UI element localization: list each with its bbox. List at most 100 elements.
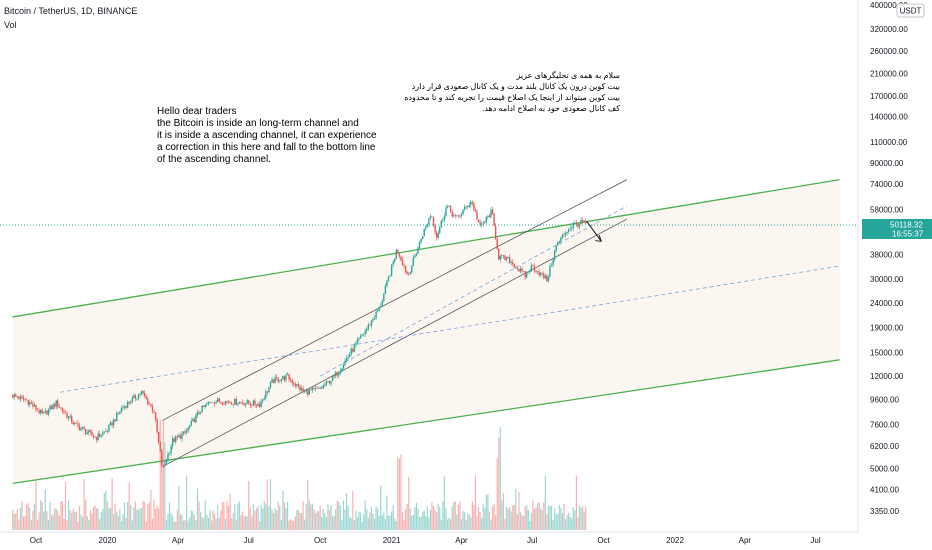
volume-bar (38, 512, 40, 530)
volume-bar (151, 518, 154, 530)
candle-body (30, 402, 33, 404)
candle-body (98, 433, 101, 437)
volume-bar (131, 520, 133, 530)
candle-body (229, 402, 231, 404)
candle-body (182, 431, 185, 434)
volume-bar (347, 506, 349, 530)
volume-bar (373, 518, 376, 530)
volume-bar (71, 513, 73, 530)
volume-bar (130, 505, 132, 530)
candle-body (21, 396, 23, 398)
candle-body (216, 398, 219, 402)
volume-bar (190, 510, 192, 530)
candle-body (257, 403, 259, 406)
volume-bar (470, 517, 472, 530)
candles (12, 199, 587, 469)
volume-bar (327, 504, 329, 530)
candle-body (549, 265, 551, 277)
volume-bar (406, 504, 408, 530)
volume-bar (459, 501, 461, 530)
price-tick-label: 400000.00 (870, 1, 908, 10)
candle-body (265, 391, 267, 399)
volume-bar (32, 511, 34, 530)
volume-bar (164, 442, 166, 530)
candle-body (370, 320, 373, 326)
volume-bar (495, 515, 497, 530)
volume-bar (279, 506, 281, 530)
volume-bar (206, 514, 208, 530)
volume-bar (300, 512, 303, 530)
candle-body (401, 259, 404, 266)
volume-bar (46, 511, 48, 530)
candle-body (285, 375, 287, 381)
candle-body (339, 370, 342, 373)
candle-body (119, 411, 121, 414)
candle-body (431, 216, 433, 217)
candle-body (493, 213, 495, 226)
candle-body (33, 405, 36, 407)
currency-badge-text: USDT (900, 7, 922, 16)
candle-body (125, 406, 127, 408)
symbol-title[interactable]: Bitcoin / TetherUS, 1D, BINANCE (4, 6, 138, 16)
candle-body (175, 436, 177, 442)
volume-bar (144, 501, 146, 530)
candle-body (204, 404, 206, 408)
candle-body (16, 396, 19, 398)
volume-bar (487, 494, 489, 530)
candle-body (181, 433, 183, 439)
candle-body (161, 451, 163, 466)
persian-annotation[interactable]: سلام به همه ی تحلیگرهای عزیز بیت کوین در… (370, 70, 620, 114)
dashed-line-lower-line (60, 265, 840, 393)
volume-bar (186, 475, 188, 530)
volume-bar (22, 516, 25, 530)
volume-bar (127, 501, 129, 530)
candle-body (151, 406, 154, 412)
volume-bar (401, 512, 404, 530)
volume-bar (498, 437, 500, 530)
candle-body (67, 416, 70, 418)
english-annotation[interactable]: Hello dear traders the Bitcoin is inside… (157, 106, 407, 166)
volume-bar (229, 494, 231, 530)
volume-bar (179, 514, 182, 530)
volume-indicator-label[interactable]: Vol (4, 20, 17, 30)
candle-body (515, 267, 517, 269)
candle-body (75, 422, 78, 424)
volume-bar (35, 480, 37, 530)
candle-body (32, 403, 34, 407)
candle-body (173, 438, 175, 442)
volume-bar (471, 501, 473, 530)
volume-bar (364, 500, 366, 530)
candle-body (411, 265, 413, 273)
volume-bar (547, 505, 550, 530)
candle-body (279, 380, 281, 382)
candle-body (86, 432, 88, 434)
volume-bar (182, 520, 185, 530)
volume-bar (311, 503, 314, 530)
volume-bar (100, 511, 102, 530)
volume-bar (366, 509, 368, 530)
candle-body (147, 398, 149, 405)
candle-body (425, 225, 427, 229)
volume-bar (465, 519, 467, 530)
candle-body (434, 225, 436, 233)
candle-body (485, 216, 488, 222)
volume-bar (331, 516, 334, 530)
volume-bar (440, 519, 442, 530)
volume-bar (349, 517, 351, 530)
candle-body (415, 253, 418, 256)
time-tick-label: 2020 (99, 536, 117, 545)
candle-body (136, 398, 138, 400)
persian-annotation-line: سلام به همه ی تحلیگرهای عزیز (516, 71, 620, 80)
candle-body (142, 391, 144, 393)
volume-bar (510, 511, 512, 530)
candle-body (106, 431, 109, 432)
volume-bar (479, 511, 481, 530)
candle-body (122, 407, 124, 409)
candle-body (336, 372, 338, 376)
volume-bar (50, 515, 53, 530)
volume-bar (196, 488, 199, 530)
candle-body (235, 398, 238, 405)
volume-bar (52, 514, 54, 530)
volume-bar (137, 510, 140, 530)
